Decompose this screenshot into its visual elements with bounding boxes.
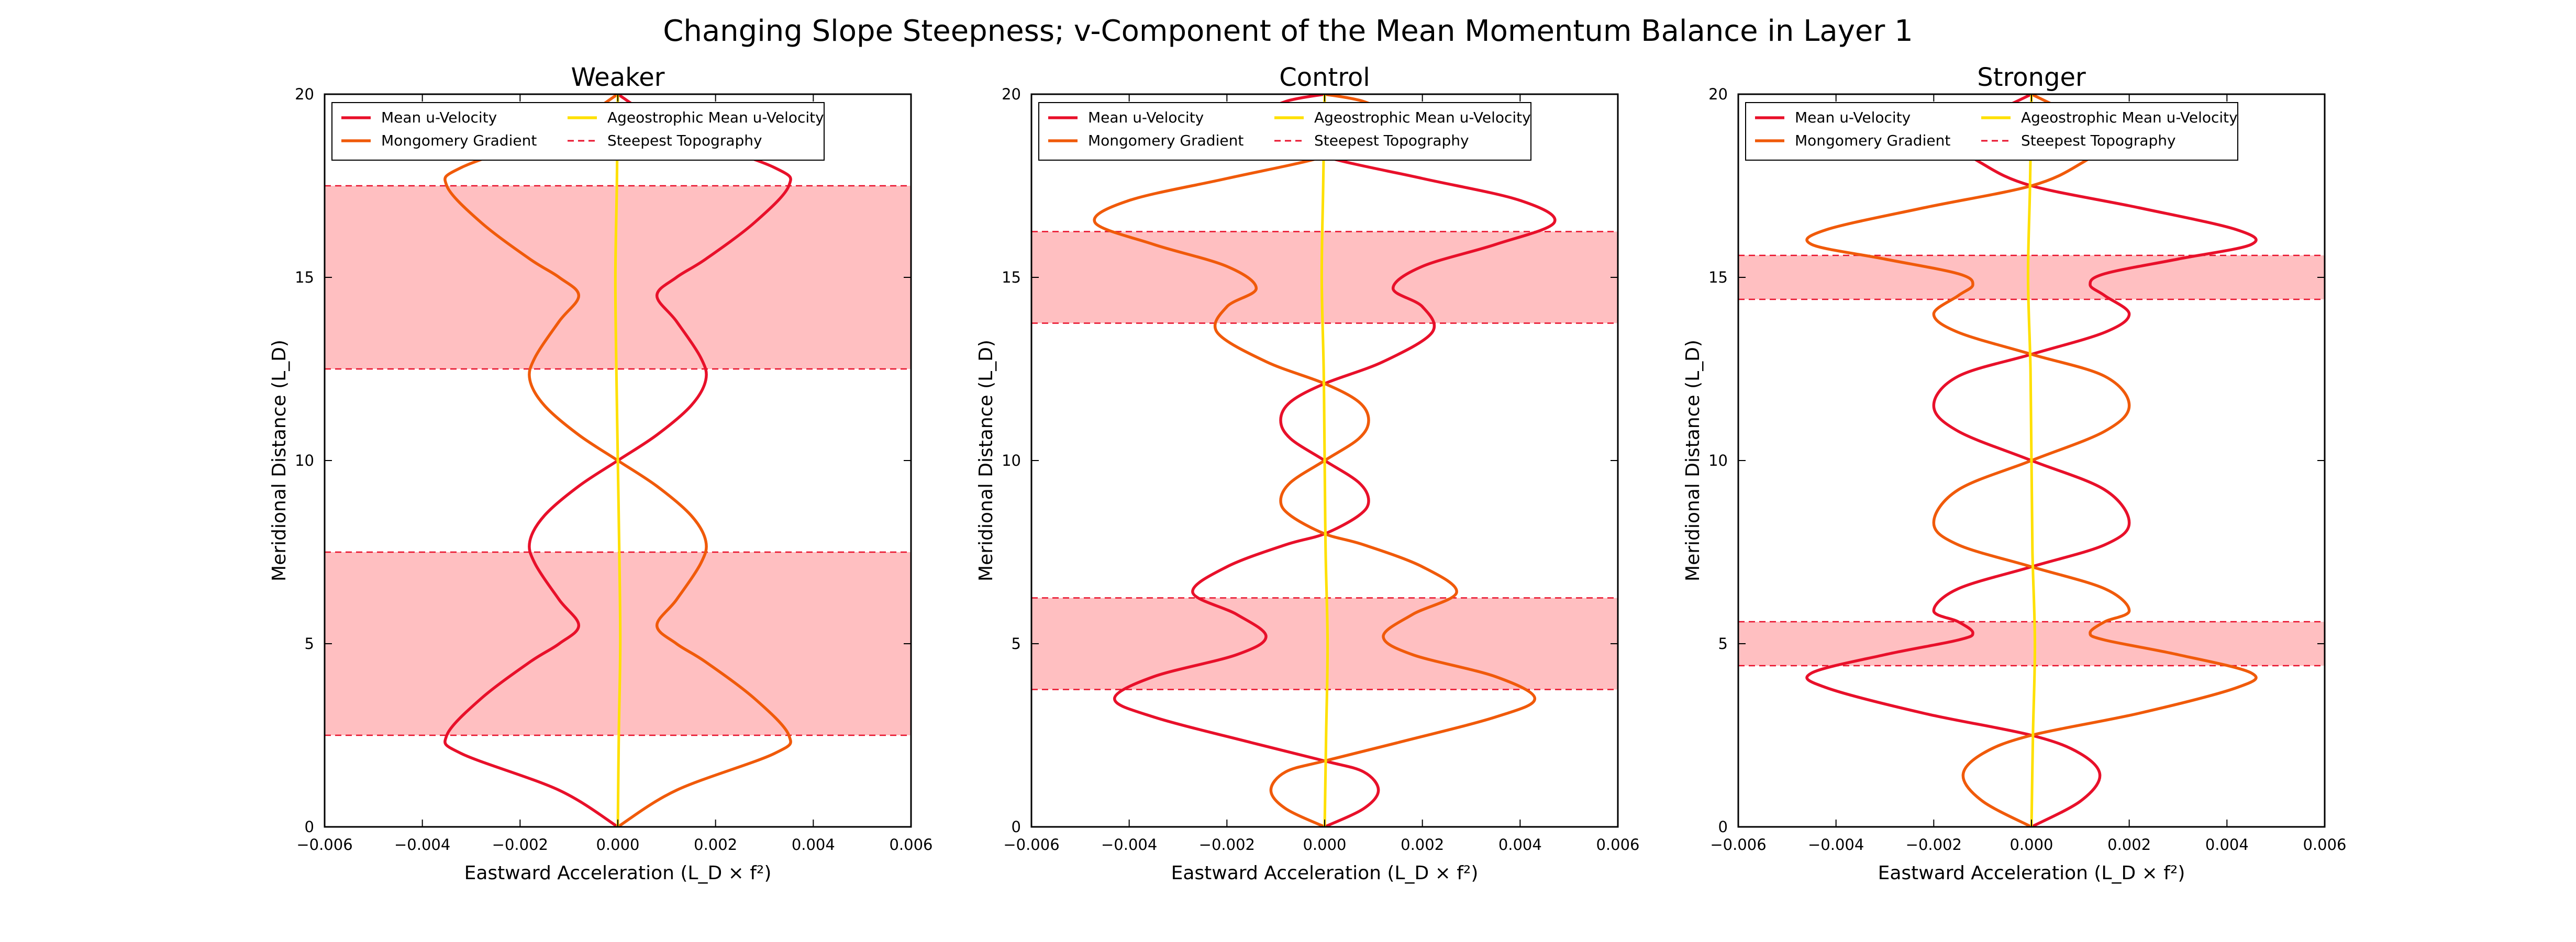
y-tick-label: 5 <box>1012 635 1021 653</box>
x-axis-label: Eastward Acceleration (L_D × f²) <box>1171 862 1479 884</box>
x-tick-label: 0.006 <box>889 836 932 854</box>
legend-label: Ageostrophic Mean u-Velocity <box>1314 109 1531 126</box>
y-tick-label: 15 <box>295 268 314 286</box>
topography-band <box>1738 255 2325 299</box>
legend-label: Ageostrophic Mean u-Velocity <box>2021 109 2238 126</box>
y-tick-label: 10 <box>295 452 314 469</box>
legend-label: Ageostrophic Mean u-Velocity <box>607 109 824 126</box>
legend-mean-u-velocity: Mean u-Velocity <box>1048 109 1204 126</box>
figure-title: Changing Slope Steepness; v-Component of… <box>663 14 1913 48</box>
y-tick-label: 15 <box>1002 268 1021 286</box>
topography-band <box>325 552 911 735</box>
panel-weaker: −0.006 −0.004 −0.002 0.000 0.002 0.004 0.006 0 5… <box>269 63 933 884</box>
x-tick-label: 0.002 <box>694 836 737 854</box>
series-line-mean-u-velocity <box>1113 94 1557 827</box>
legend-label: Steepest Topography <box>2021 132 2176 149</box>
legend-box <box>1745 102 2238 161</box>
topography-band <box>1031 231 1618 323</box>
legend-mean-u-velocity: Mean u-Velocity <box>1755 109 1911 126</box>
legend-label: Mongomery Gradient <box>1088 132 1243 149</box>
x-tick-label: −0.002 <box>492 836 548 854</box>
legend-label: Steepest Topography <box>1314 132 1469 149</box>
legend-label: Mean u-Velocity <box>1088 109 1204 126</box>
x-tick-label: −0.006 <box>296 836 352 854</box>
series-line-ageostrophic <box>1320 94 1329 827</box>
y-axis-label: Meridional Distance (L_D) <box>975 340 997 581</box>
y-tick-label: 15 <box>1708 268 1728 286</box>
panel-stronger: −0.006 −0.004 −0.002 0.000 0.002 0.004 0.006 0 5… <box>1682 63 2347 884</box>
series-line-ageostrophic <box>614 94 622 827</box>
y-tick-label: 0 <box>305 818 314 836</box>
legend-label: Mongomery Gradient <box>381 132 537 149</box>
x-tick-label: −0.002 <box>1906 836 1962 854</box>
x-tick-label: 0.004 <box>1498 836 1542 854</box>
x-tick-label: 0.004 <box>2205 836 2249 854</box>
x-tick-label: 0.000 <box>596 836 639 854</box>
x-tick-label: 0.004 <box>792 836 835 854</box>
y-tick-label: 20 <box>1002 85 1021 103</box>
y-tick-label: 20 <box>1708 85 1728 103</box>
x-tick-label: −0.004 <box>394 836 450 854</box>
topography-band <box>1031 598 1618 690</box>
legend: Mean u-Velocity Mongomery Gradient Ageostr… <box>331 102 825 161</box>
topography-band <box>325 186 911 369</box>
legend-label: Mongomery Gradient <box>1795 132 1950 149</box>
legend-montgomery-gradient: Mongomery Gradient <box>1755 132 1950 149</box>
y-axis-label: Meridional Distance (L_D) <box>269 340 290 581</box>
legend-montgomery-gradient: Mongomery Gradient <box>1048 132 1243 149</box>
legend-ageostrophic: Ageostrophic Mean u-Velocity <box>568 109 824 126</box>
series-line-montgomery-gradient <box>1093 94 1537 827</box>
x-tick-label: 0.002 <box>1401 836 1444 854</box>
legend-steepest-topography: Steepest Topography <box>1981 132 2176 149</box>
legend-label: Mean u-Velocity <box>1795 109 1911 126</box>
x-tick-label: 0.000 <box>1303 836 1346 854</box>
panels: −0.006 −0.004 −0.002 0.000 0.002 0.004 0.006 0 5… <box>269 63 2347 884</box>
legend: Mean u-Velocity Mongomery Gradient Ageostr… <box>1745 102 2238 161</box>
y-tick-label: 5 <box>1718 635 1728 653</box>
y-tick-label: 5 <box>305 635 314 653</box>
topography-band <box>1738 622 2325 666</box>
panel-title: Stronger <box>1977 63 2086 92</box>
x-tick-label: −0.006 <box>1003 836 1059 854</box>
x-tick-label: 0.006 <box>2303 836 2346 854</box>
panel-control: −0.006 −0.004 −0.002 0.000 0.002 0.004 0.006 0 5… <box>975 63 1640 884</box>
legend-ageostrophic: Ageostrophic Mean u-Velocity <box>1981 109 2238 126</box>
legend-steepest-topography: Steepest Topography <box>1274 132 1469 149</box>
x-tick-label: 0.000 <box>2009 836 2053 854</box>
y-axis-label: Meridional Distance (L_D) <box>1682 340 1704 581</box>
legend-montgomery-gradient: Mongomery Gradient <box>341 132 537 149</box>
legend: Mean u-Velocity Mongomery Gradient Ageostr… <box>1038 102 1531 161</box>
y-tick-label: 0 <box>1012 818 1021 836</box>
series-line-ageostrophic <box>2026 94 2037 827</box>
x-tick-label: −0.006 <box>1710 836 1766 854</box>
panel-title: Control <box>1279 63 1370 92</box>
x-axis-label: Eastward Acceleration (L_D × f²) <box>1878 862 2185 884</box>
x-tick-label: −0.004 <box>1808 836 1864 854</box>
y-tick-label: 0 <box>1718 818 1728 836</box>
legend-mean-u-velocity: Mean u-Velocity <box>341 109 497 126</box>
legend-label: Mean u-Velocity <box>381 109 497 126</box>
legend-label: Steepest Topography <box>607 132 762 149</box>
x-tick-label: −0.004 <box>1101 836 1157 854</box>
x-tick-label: −0.002 <box>1199 836 1255 854</box>
x-tick-label: 0.002 <box>2107 836 2151 854</box>
y-tick-label: 10 <box>1708 452 1728 469</box>
x-tick-label: 0.006 <box>1596 836 1639 854</box>
panel-title: Weaker <box>571 63 665 92</box>
legend-box <box>1038 102 1531 161</box>
y-tick-label: 10 <box>1002 452 1021 469</box>
y-tick-label: 20 <box>295 85 314 103</box>
legend-steepest-topography: Steepest Topography <box>568 132 762 149</box>
x-axis-label: Eastward Acceleration (L_D × f²) <box>464 862 772 884</box>
legend-ageostrophic: Ageostrophic Mean u-Velocity <box>1274 109 1531 126</box>
legend-box <box>331 102 825 161</box>
